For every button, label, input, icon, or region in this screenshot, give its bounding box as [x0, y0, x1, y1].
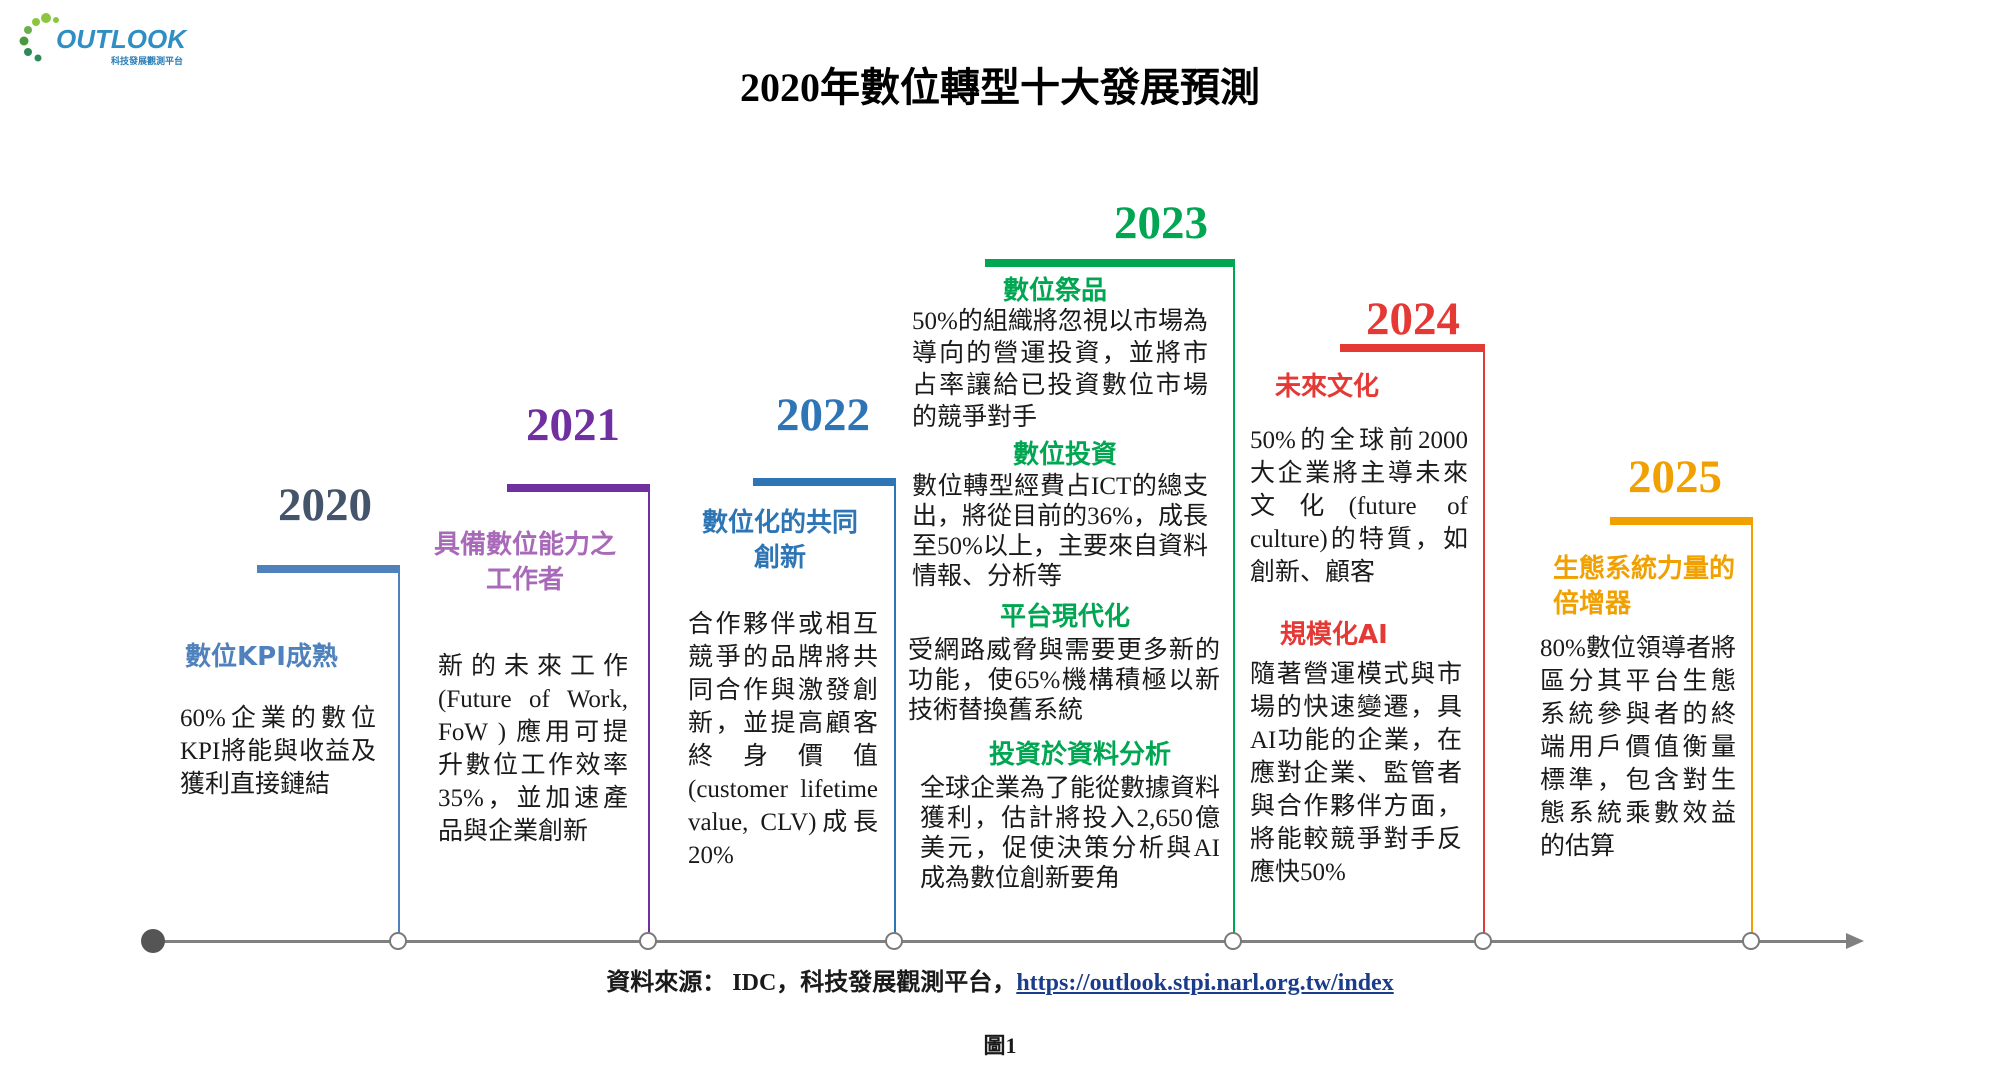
year-connector-2020	[398, 565, 400, 933]
source-link[interactable]: https://outlook.stpi.narl.org.tw/index	[1016, 970, 1394, 996]
year-bar-2022	[753, 478, 896, 486]
timeline-node-2025	[1742, 932, 1760, 950]
year-label-2025: 2025	[1628, 451, 1722, 503]
milestone-body: 隨著營運模式與市場的快速變遷，具AI功能的企業，在應對企業、監管者與合作夥伴方面…	[1250, 661, 1462, 886]
year-connector-2022	[894, 478, 896, 933]
milestone-heading: 數位投資	[1012, 440, 1117, 470]
year-bar-2021	[507, 484, 650, 492]
milestone-heading: 數位化的共同創新	[701, 508, 858, 573]
milestone-heading: 具備數位能力之工作者	[433, 530, 616, 595]
year-connector-2021	[648, 484, 650, 933]
year-connector-2024	[1483, 344, 1485, 933]
year-connector-2023	[1233, 259, 1235, 933]
timeline-node-2023	[1224, 932, 1242, 950]
milestone-heading: 規模化AI	[1280, 620, 1388, 650]
page-title: 2020年數位轉型十大發展預測	[740, 65, 1260, 110]
year-bar-2024	[1340, 344, 1485, 352]
milestone-body: 50%的組織將忽視以市場為導向的營運投資，並將市占率讓給已投資數位市場的競爭對手	[912, 308, 1208, 431]
year-bar-2025	[1610, 517, 1753, 525]
milestone-heading: 未來文化	[1275, 372, 1380, 402]
year-label-2021: 2021	[526, 399, 620, 451]
timeline-node-2021	[639, 932, 657, 950]
figure-label: 圖1	[983, 1033, 1017, 1058]
milestone-body: 50%的全球前2000大企業將主導未來文化(future of culture)…	[1250, 427, 1468, 586]
year-label-2023: 2023	[1114, 197, 1208, 249]
milestone-body: 受網路威脅與需要更多新的功能，使65%機構積極以新技術替換舊系統	[908, 637, 1220, 724]
year-bar-2020	[257, 565, 400, 573]
logo-wordmark: OUTLOOK	[56, 24, 186, 54]
milestone-body: 60%企業的數位KPI將能與收益及獲利直接鏈結	[180, 705, 376, 798]
year-label-2020: 2020	[278, 479, 372, 531]
source-label: 資料來源： IDC，科技發展觀測平台，	[606, 970, 1017, 996]
milestone-body: 新的未來工作(Future of Work, FoW ) 應用可提升數位工作效率…	[438, 653, 628, 845]
year-label-2022: 2022	[776, 389, 870, 441]
timeline-axis	[152, 940, 1855, 943]
milestone-heading: 生態系統力量的倍增器	[1553, 554, 1736, 619]
milestone-heading: 數位KPI成熟	[185, 642, 338, 672]
logo-subtitle: 科技發展觀測平台	[111, 56, 184, 66]
milestone-body: 80%數位領導者將區分其平台生態系統參與者的終端用戶價值衡量標準，包含對生態系統…	[1540, 635, 1736, 860]
milestone-heading: 平台現代化	[999, 602, 1130, 632]
timeline-start-dot	[141, 929, 165, 953]
source-note: 資料來源： IDC，科技發展觀測平台，https://outlook.stpi.…	[0, 962, 2000, 997]
year-bar-2023	[985, 259, 1235, 267]
milestone-body: 數位轉型經費占ICT的總支出，將從目前的36%，成長至50%以上，主要來自資料情…	[912, 473, 1208, 590]
timeline-node-2022	[885, 932, 903, 950]
timeline-node-2020	[389, 932, 407, 950]
logo-dots-icon	[19, 13, 59, 62]
milestone-heading: 投資於資料分析	[988, 740, 1171, 770]
milestone-heading: 數位祭品	[1002, 276, 1107, 306]
outlook-logo: OUTLOOK 科技發展觀測平台	[16, 8, 206, 74]
timeline-arrow-icon	[1846, 933, 1864, 949]
year-label-2024: 2024	[1366, 293, 1460, 345]
timeline-node-2024	[1474, 932, 1492, 950]
milestone-body: 全球企業為了能從數據資料獲利，估計將投入2,650億美元，促使決策分析與AI成為…	[920, 775, 1221, 892]
milestone-body: 合作夥伴或相互競爭的品牌將共同合作與激發創新，並提高顧客終身價值 (custom…	[688, 611, 878, 869]
year-connector-2025	[1751, 517, 1753, 933]
